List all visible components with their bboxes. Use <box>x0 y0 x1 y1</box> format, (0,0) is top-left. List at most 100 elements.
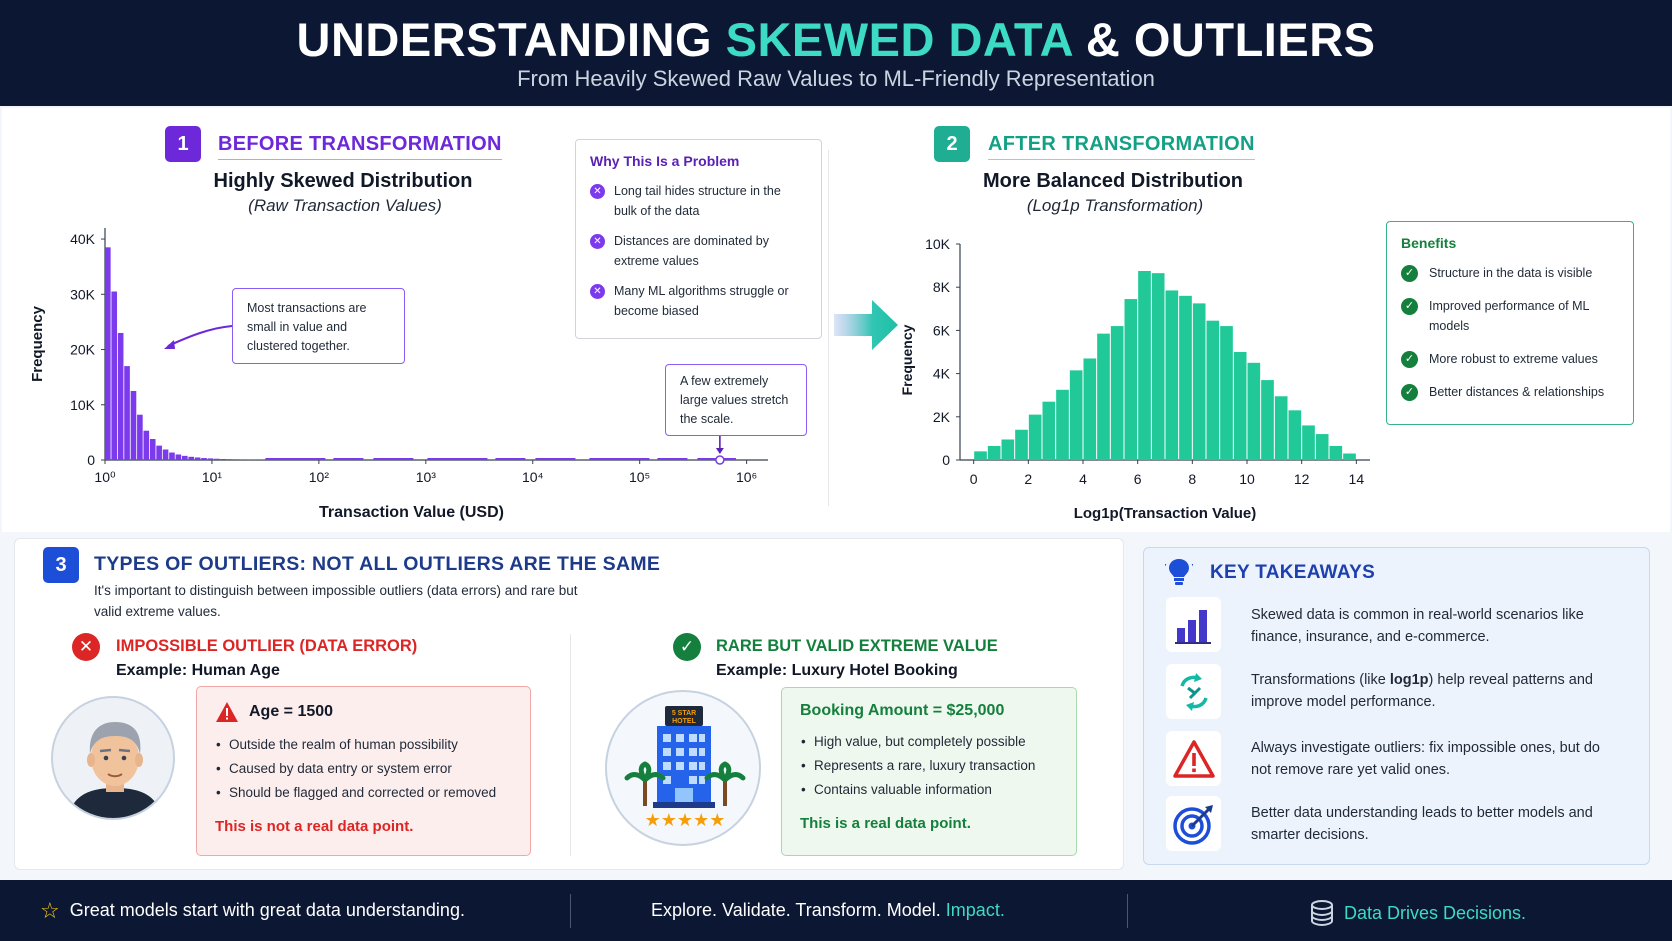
y-tick-label: 10K <box>70 397 96 413</box>
problem-item: ✕ Long tail hides structure in the bulk o… <box>590 181 807 221</box>
histogram-bar <box>1124 299 1138 460</box>
footer: ☆ Great models start with great data und… <box>0 880 1672 941</box>
impossible-point: Caused by data entry or system error <box>215 757 512 781</box>
valid-conclusion: This is a real data point. <box>800 815 971 832</box>
histogram-bar <box>175 454 182 460</box>
histogram-bar <box>1179 295 1192 460</box>
before-chart-subtitle: (Raw Transaction Values) <box>248 196 442 215</box>
y-tick-label: 2K <box>933 409 951 425</box>
histogram-bar <box>1192 303 1206 460</box>
histogram-bar <box>1110 326 1124 460</box>
histogram-bar <box>220 459 227 460</box>
transform-arrow-icon <box>834 300 898 350</box>
key-takeaways-panel <box>1143 547 1650 865</box>
takeaway-icon-box <box>1166 664 1221 719</box>
y-axis-label: Frequency <box>29 305 46 382</box>
callout-large-values: A few extremely large values stretch the… <box>665 364 807 436</box>
section-1-title: BEFORE TRANSFORMATION <box>218 133 502 160</box>
histogram-bar <box>1138 271 1151 460</box>
histogram-bar <box>1069 370 1083 460</box>
histogram-bar <box>1302 425 1315 460</box>
elderly-man-icon <box>67 722 163 818</box>
before-histogram: 0 10K 20K 30K 40K 10⁰ 10¹ 10² 10³ 10⁴ 10⁵ 10⁶ Transa… <box>29 228 768 521</box>
valid-point: Contains valuable information <box>800 778 1058 802</box>
footer-center: Explore. Validate. Transform. Model. Imp… <box>651 900 1005 921</box>
histogram-bar <box>181 455 188 460</box>
histogram-bar <box>162 449 169 460</box>
error-x-icon: ✕ <box>72 633 100 661</box>
outlier-divider <box>570 634 571 856</box>
x-tick-label: 2 <box>1024 471 1032 487</box>
five-stars-icon: ★★★★★ <box>645 810 726 830</box>
x-tick-label: 14 <box>1349 471 1365 487</box>
section-2-number: 2 <box>934 126 970 162</box>
problem-item: ✕ Many ML algorithms struggle or become b… <box>590 281 807 321</box>
histogram-bar <box>207 458 214 460</box>
x-tick-label: 10⁰ <box>94 469 116 485</box>
valid-point: High value, but completely possible <box>800 730 1058 754</box>
histogram-bar <box>149 439 156 460</box>
impossible-outlier-example: Example: Human Age <box>116 662 280 679</box>
takeaway-icon-box <box>1166 597 1221 652</box>
y-tick-label: 4K <box>933 366 951 382</box>
bar-chart-icon <box>1174 609 1211 644</box>
benefit-item: ✓ More robust to extreme values <box>1401 349 1619 369</box>
x-circle-icon: ✕ <box>590 284 605 299</box>
histogram-bar <box>974 451 987 460</box>
histogram-bar <box>201 458 207 460</box>
impossible-example-box: Age = 1500 Outside the realm of human po… <box>196 686 531 856</box>
impossible-point: Should be flagged and corrected or remov… <box>215 781 512 805</box>
impossible-outlier-title: IMPOSSIBLE OUTLIER (DATA ERROR) <box>116 637 418 655</box>
hotel-sign-line: HOTEL <box>672 718 696 725</box>
histogram-bar <box>124 366 130 460</box>
section-3-title: TYPES OF OUTLIERS: NOT ALL OUTLIERS ARE … <box>94 553 661 575</box>
takeaway-text: Always investigate outliers: fix impossi… <box>1251 740 1600 778</box>
x-tick-label: 10⁴ <box>522 469 544 485</box>
avatar <box>51 696 175 820</box>
valid-check-icon: ✓ <box>673 633 701 661</box>
takeaway-text: Better data understanding leads to bette… <box>1251 805 1593 843</box>
section-3-intro: It's important to distinguish between im… <box>94 583 578 619</box>
check-circle-icon: ✓ <box>1401 265 1418 282</box>
valid-example-box: Booking Amount = $25,000 High value, but… <box>781 687 1077 856</box>
x-tick-label: 8 <box>1188 471 1196 487</box>
warning-triangle-icon <box>216 702 238 722</box>
histogram-bar <box>1288 410 1302 460</box>
check-circle-icon: ✓ <box>1401 298 1418 315</box>
warning-triangle-icon <box>1172 739 1215 778</box>
x-tick-label: 4 <box>1079 471 1087 487</box>
histogram-bar <box>105 247 111 460</box>
histogram-bar <box>1056 389 1069 460</box>
histogram-bar <box>143 430 150 460</box>
histogram-bar <box>1001 439 1015 460</box>
x-tick-label: 10² <box>309 469 330 485</box>
key-takeaways-title: KEY TAKEAWAYS <box>1210 562 1376 583</box>
valid-outlier-title: RARE BUT VALID EXTREME VALUE <box>716 637 998 655</box>
histogram-bar <box>1233 352 1247 460</box>
footer-left: ☆ Great models start with great data und… <box>40 899 465 921</box>
histogram-bar <box>1083 358 1097 460</box>
x-tick-label: 10⁵ <box>629 469 650 485</box>
histogram-bar <box>1015 429 1028 460</box>
target-icon <box>1172 804 1213 845</box>
page-title: UNDERSTANDING SKEWED DATA & OUTLIERS <box>296 13 1376 66</box>
benefit-item: ✓ Better distances & relationships <box>1401 382 1619 402</box>
histogram-bar <box>1329 445 1343 460</box>
y-tick-label: 6K <box>933 322 951 338</box>
y-axis-label: Frequency <box>899 324 915 395</box>
benefit-item: ✓ Structure in the data is visible <box>1401 263 1619 283</box>
hotel-illustration: 5 STAR HOTEL ★★★★★ <box>605 690 761 846</box>
section-3-number: 3 <box>43 547 79 583</box>
lightbulb-icon <box>1165 556 1193 585</box>
impossible-conclusion: This is not a real data point. <box>215 818 414 835</box>
header: UNDERSTANDING SKEWED DATA & OUTLIERS Fro… <box>0 0 1672 106</box>
outlier-arrowhead <box>715 448 724 454</box>
y-tick-label: 0 <box>87 452 95 468</box>
histogram-bar <box>214 458 220 460</box>
histogram-bar <box>987 445 1001 460</box>
after-chart-title: More Balanced Distribution <box>982 170 1244 192</box>
histogram-bar <box>137 414 143 460</box>
histogram-bar <box>239 459 246 460</box>
hotel-sign-line: 5 STAR <box>672 710 696 717</box>
database-icon <box>1311 900 1333 926</box>
